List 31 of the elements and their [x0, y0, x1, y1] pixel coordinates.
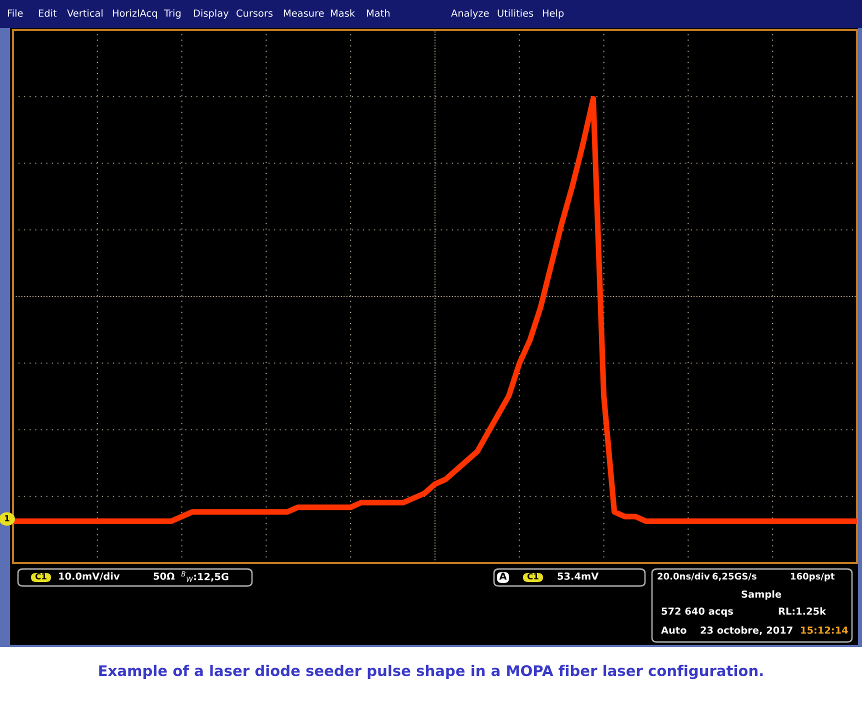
text: Measure	[284, 10, 324, 17]
text: 6,25GS/s	[712, 572, 756, 581]
text: 160ps/pt	[791, 572, 835, 582]
text: Utilities	[498, 9, 534, 17]
text: Math	[366, 9, 390, 17]
text: RL:1.25k	[778, 607, 826, 615]
text: File	[8, 9, 23, 17]
text: 572 640 acqs	[662, 607, 733, 617]
text: Trig	[164, 9, 180, 19]
text: Sample	[742, 590, 782, 600]
text: Display	[194, 9, 229, 19]
text: 23 octobre, 2017	[700, 626, 792, 636]
text: 15:12:14	[801, 626, 848, 634]
text: 1	[5, 515, 10, 522]
text: 10.0mV/div	[59, 572, 120, 581]
text: HorizlAcq	[112, 9, 157, 19]
text: Mask	[330, 9, 356, 17]
text: Example of a laser diode seeder pulse shape in a MOPA fiber laser configuration.	[99, 664, 763, 680]
text: C1	[35, 573, 46, 580]
text: Edit	[38, 9, 57, 17]
text: $^{B}$$_{W}$:12,5G	[181, 571, 228, 582]
text: 53.4mV	[558, 572, 599, 580]
text: Cursors	[236, 9, 273, 17]
text: Help	[542, 9, 564, 19]
text: C1	[527, 573, 538, 580]
text: A	[499, 572, 507, 580]
text: Vertical	[67, 9, 102, 17]
text: Analyze	[451, 9, 489, 19]
text: Auto	[661, 626, 686, 634]
text: 20.0ns/div	[658, 572, 710, 580]
text: 50Ω	[154, 572, 175, 580]
